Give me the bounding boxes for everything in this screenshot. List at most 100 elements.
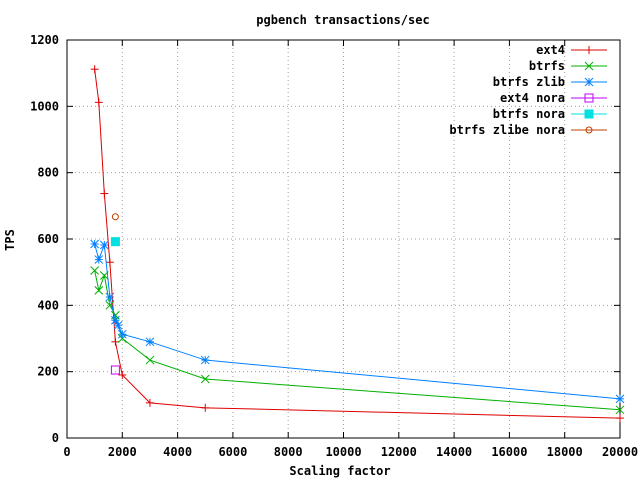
- legend-item: ext4 nora: [500, 91, 607, 105]
- data-point-circle-open: [111, 213, 119, 221]
- marker-stroke: [90, 266, 100, 275]
- x-tick-label: 4000: [163, 445, 192, 459]
- legend: ext4 btrfs btrfs zlib ext4 nora btrfs nora bt…: [449, 43, 607, 137]
- x-tick-label: 14000: [436, 445, 472, 459]
- data-point-plus: [105, 258, 114, 267]
- data-point-plus: [94, 98, 103, 107]
- data-point-plus: [585, 46, 593, 54]
- legend-item: btrfs zlib: [493, 75, 607, 89]
- legend-item: btrfs zlibe nora: [449, 123, 607, 137]
- series-ext4-nora: [110, 365, 120, 375]
- x-tick-label: 12000: [381, 445, 417, 459]
- legend-label: btrfs nora: [493, 107, 565, 121]
- data-point-plus: [111, 337, 120, 346]
- marker-stroke: [584, 61, 594, 71]
- series-line: [94, 270, 621, 411]
- data-point-cross: [117, 334, 127, 343]
- x-tick-label: 16000: [491, 445, 527, 459]
- data-point-square-filled: [110, 237, 120, 247]
- x-tick-label: 10000: [325, 445, 361, 459]
- legend-label: ext4 nora: [500, 91, 565, 105]
- data-point-cross: [615, 405, 625, 415]
- data-point-star: [145, 337, 155, 347]
- x-tick-label: 8000: [274, 445, 303, 459]
- data-point-cross: [584, 61, 594, 71]
- marker-stroke: [145, 337, 155, 347]
- data-point-plus: [118, 370, 127, 379]
- marker-shape: [584, 93, 594, 103]
- data-point-star: [90, 239, 100, 249]
- marker-stroke: [117, 334, 127, 343]
- y-tick-label: 400: [37, 298, 59, 312]
- chart-title: pgbench transactions/sec: [256, 13, 429, 27]
- grid: [67, 40, 620, 438]
- legend-label: btrfs: [529, 59, 565, 73]
- x-tick-label: 20000: [602, 445, 638, 459]
- marker-stroke: [200, 355, 210, 365]
- marker-stroke: [145, 355, 155, 365]
- marker-shape: [110, 237, 120, 247]
- y-tick-label: 800: [37, 166, 59, 180]
- data-point-star: [113, 320, 123, 330]
- series-group: [90, 65, 625, 423]
- data-point-star: [584, 77, 594, 87]
- marker-stroke: [113, 320, 123, 330]
- y-axis-label: TPS: [3, 229, 17, 251]
- marker-stroke: [200, 374, 210, 384]
- data-point-star: [94, 255, 104, 264]
- x-axis-label: Scaling factor: [289, 464, 390, 478]
- axis-ticks: 0 2000 4000 6000 8000 10000 12000 14000 16000 180…: [30, 33, 638, 459]
- legend-label: ext4: [536, 43, 565, 57]
- data-point-star: [117, 329, 127, 339]
- data-point-star: [99, 240, 109, 250]
- y-tick-label: 200: [37, 365, 59, 379]
- marker-shape: [111, 213, 119, 221]
- marker-stroke: [584, 77, 594, 87]
- x-tick-label: 18000: [547, 445, 583, 459]
- series-btrfs-zlibe-nora: [111, 213, 119, 221]
- series-ext4: [90, 65, 624, 423]
- data-point-cross: [90, 266, 100, 275]
- marker-stroke: [99, 240, 109, 250]
- data-point-cross: [145, 355, 155, 365]
- series-btrfs: [90, 266, 625, 415]
- y-tick-label: 1000: [30, 99, 59, 113]
- marker-stroke: [94, 255, 104, 264]
- data-point-circle-open: [585, 126, 593, 134]
- data-point-plus: [90, 65, 99, 74]
- series-line: [94, 243, 621, 400]
- legend-label: btrfs zlib: [493, 75, 565, 89]
- x-tick-label: 0: [63, 445, 70, 459]
- marker-stroke: [94, 286, 104, 295]
- data-point-star: [615, 394, 625, 404]
- data-point-plus: [100, 189, 109, 198]
- legend-item: ext4: [536, 43, 607, 57]
- marker-stroke: [105, 300, 115, 310]
- marker-shape: [110, 365, 120, 375]
- legend-item: btrfs: [529, 59, 607, 73]
- series-btrfs-nora: [110, 237, 120, 247]
- marker-stroke: [615, 405, 625, 415]
- marker-shape: [584, 109, 594, 119]
- marker-stroke: [90, 239, 100, 249]
- legend-item: btrfs nora: [493, 107, 607, 121]
- data-point-plus: [201, 403, 210, 412]
- marker-shape: [585, 126, 593, 134]
- y-tick-label: 600: [37, 232, 59, 246]
- marker-stroke: [105, 292, 115, 302]
- marker-stroke: [111, 315, 120, 325]
- marker-stroke: [117, 329, 127, 339]
- data-point-square-open: [584, 93, 594, 103]
- legend-label: btrfs zlibe nora: [449, 123, 565, 137]
- x-tick-label: 2000: [108, 445, 137, 459]
- marker-stroke: [615, 394, 625, 404]
- data-point-star: [200, 355, 210, 365]
- data-point-plus: [145, 398, 154, 407]
- series-line: [94, 69, 621, 419]
- data-point-plus: [616, 414, 624, 423]
- x-tick-label: 6000: [218, 445, 247, 459]
- y-tick-label: 0: [52, 431, 59, 445]
- data-point-star: [105, 292, 115, 302]
- series-btrfs-zlib: [90, 239, 625, 404]
